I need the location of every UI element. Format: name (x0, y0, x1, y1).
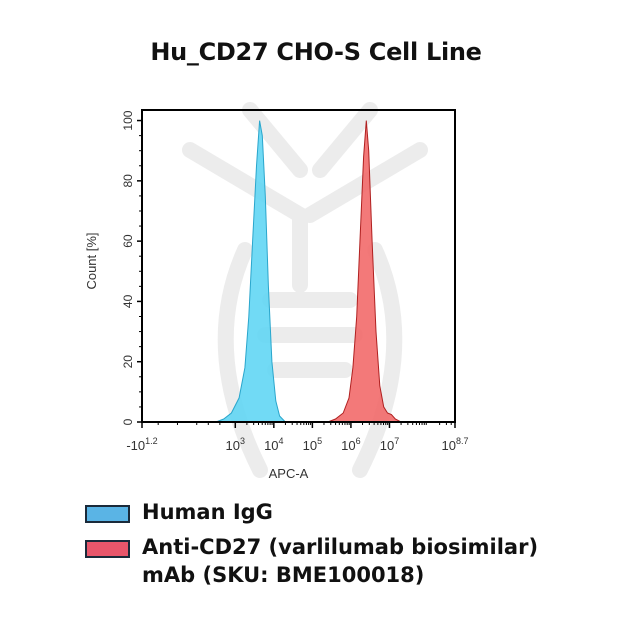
x-tick-label: 107 (380, 436, 399, 453)
x-tick-label: 103 (226, 436, 245, 453)
chart-title: Hu_CD27 CHO-S Cell Line (150, 38, 482, 66)
y-tick-label: 80 (121, 174, 135, 188)
legend-swatch-blue (85, 505, 130, 523)
x-tick-label: 108.7 (442, 436, 469, 453)
histogram-chart: 0 20 40 60 80 100 Count [%] -101.2 103 104 105 106 1… (84, 102, 469, 481)
histogram-series-0 (215, 120, 287, 423)
x-tick-label: 105 (303, 436, 322, 453)
legend-label-line2: mAb (SKU: BME100018) (142, 563, 425, 587)
y-tick-label: 60 (121, 234, 135, 248)
x-tick-label: -101.2 (126, 436, 157, 453)
legend-swatch-red (85, 540, 130, 558)
legend-label: Human IgG (142, 500, 273, 524)
y-tick-label: 0 (121, 418, 135, 425)
x-axis-label: APC-A (269, 466, 309, 481)
histogram-series-1 (327, 120, 402, 423)
plot-frame (141, 109, 456, 423)
y-tick-label: 40 (121, 294, 135, 308)
legend-label: Anti-CD27 (varlilumab biosimilar) (142, 535, 539, 559)
y-tick-label: 20 (121, 355, 135, 369)
x-tick-label: 104 (264, 436, 283, 453)
x-tick-label: 106 (341, 436, 360, 453)
y-tick-label: 100 (121, 110, 135, 130)
y-axis-label: Count [%] (84, 232, 99, 289)
